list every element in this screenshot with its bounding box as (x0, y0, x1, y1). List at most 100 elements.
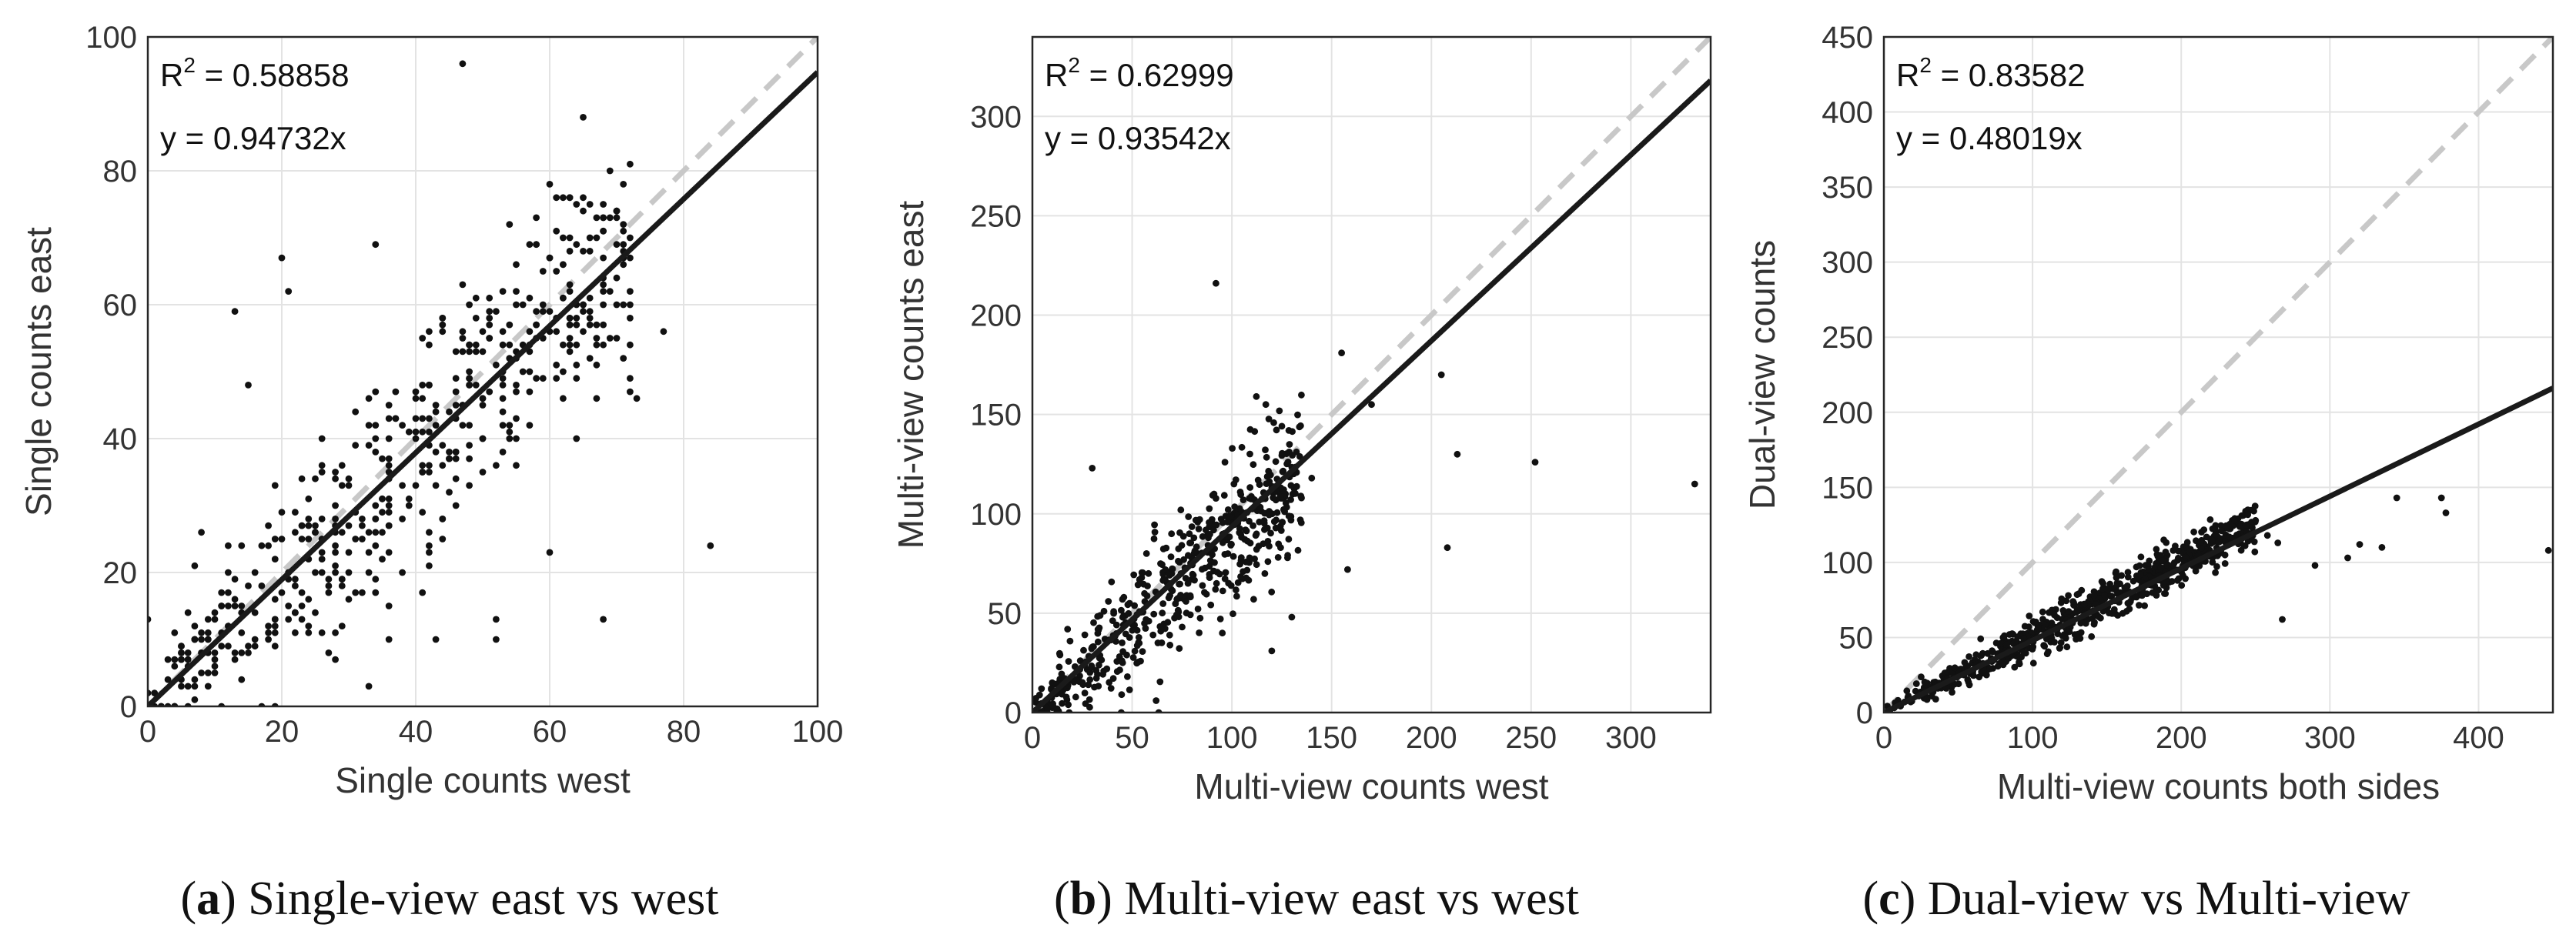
chart1-point (1273, 509, 1281, 516)
chart0-point (305, 516, 313, 522)
chart1-point (1213, 521, 1220, 529)
chart2-point (2437, 494, 2445, 502)
chart1-point (1239, 496, 1247, 503)
chart1-point (1156, 678, 1164, 686)
chart1-point (1166, 592, 1173, 599)
chart0-point (566, 321, 574, 329)
chart0-point (385, 509, 393, 516)
chart2-point (2073, 591, 2081, 599)
chart0-point (332, 656, 339, 663)
chart0-point (271, 482, 279, 489)
chart1-point (1202, 526, 1209, 534)
chart0-point (191, 562, 199, 569)
chart0-point (332, 469, 339, 476)
chart0-point (566, 234, 574, 242)
chart0-point (419, 469, 427, 476)
chart1-point (1092, 675, 1100, 682)
chart0-point (560, 395, 567, 402)
chart0-point (627, 254, 634, 262)
chart1-point (1038, 685, 1045, 693)
chart1-point (1252, 532, 1260, 539)
chart2-point (2056, 645, 2063, 652)
chart0-point (600, 254, 607, 262)
chart0-point (245, 643, 252, 650)
chart1-point (1276, 492, 1284, 500)
chart0-point (553, 328, 560, 335)
chart1-point (1216, 570, 1223, 578)
chart2-point (2244, 506, 2252, 513)
chart0-point (446, 489, 453, 496)
chart2-point (2244, 511, 2252, 519)
chart1-point (1179, 623, 1186, 631)
chart1-point (1049, 702, 1056, 709)
chart1-point (1284, 459, 1292, 466)
chart2-x-tick-label: 100 (2007, 721, 2059, 755)
chart1-point (1260, 517, 1268, 524)
chart2-point (2132, 593, 2139, 600)
chart2-point (1972, 651, 1980, 659)
chart2-point (2057, 639, 2065, 646)
chart0-point (499, 449, 507, 456)
chart2-point (1921, 678, 1929, 686)
chart1-point (1338, 349, 1345, 356)
chart0-point (627, 315, 634, 322)
chart0-point (372, 435, 380, 442)
chart2-point (2031, 619, 2039, 626)
chart2-point (2101, 592, 2109, 599)
chart0-point (285, 603, 293, 609)
chart0-axes-frame (146, 35, 819, 708)
chart0-point (526, 388, 534, 396)
chart0-point (312, 569, 319, 576)
chart0-point (399, 422, 406, 429)
chart1-point (1118, 691, 1126, 699)
chart0-point (305, 629, 313, 636)
chart1-point (1531, 459, 1539, 466)
chart0-point (218, 589, 226, 596)
chart0-point (553, 361, 560, 369)
chart0-point (613, 207, 621, 215)
chart1-point (1090, 619, 1097, 626)
chart0-point (613, 301, 621, 309)
chart2-point (2173, 576, 2181, 584)
chart1-point (1276, 407, 1283, 415)
chart2-y-tick-label: 200 (1822, 396, 1873, 430)
chart2-point (2026, 613, 2033, 619)
chart0-point (580, 301, 587, 309)
chart1-r2-annotation: R2 = 0.62999 (1045, 53, 1234, 93)
chart1-point (1368, 401, 1375, 409)
chart0-point (506, 341, 514, 349)
chart0-point (312, 475, 319, 482)
chart2-point (1979, 669, 1987, 676)
chart1-y-tick-label: 250 (970, 199, 1022, 233)
chart0-point (506, 422, 514, 429)
chart0-point (573, 315, 580, 322)
chart1-point (1691, 480, 1698, 488)
chart1-x-tick-label: 150 (1306, 721, 1357, 755)
chart2-point (2208, 536, 2216, 544)
chart1-point (1282, 499, 1290, 507)
chart2-point (2020, 635, 2028, 642)
chart1-point (1207, 601, 1215, 609)
chart1-point (1118, 657, 1126, 664)
chart0-point (479, 402, 487, 409)
chart1-point (1186, 539, 1193, 547)
chart0-point (332, 569, 339, 576)
chart0-point (238, 542, 246, 549)
chart1-point (1176, 645, 1183, 653)
chart2-point (1964, 676, 1972, 683)
chart2-point (2113, 574, 2120, 582)
chart2-point (2231, 517, 2238, 524)
chart0-point (466, 442, 473, 449)
chart2-point (2249, 524, 2256, 532)
chart2-point (1903, 687, 1911, 695)
chart2-point (2251, 548, 2259, 556)
chart1-point (1065, 658, 1072, 665)
chart0-fit-line (148, 70, 818, 706)
chart1-point (1220, 492, 1228, 499)
chart1-point (1186, 593, 1194, 601)
chart1-point (1185, 513, 1193, 520)
chart1-point (1226, 513, 1233, 521)
chart0-point (338, 623, 346, 629)
chart0-point (419, 428, 427, 436)
chart0-point (325, 582, 333, 589)
